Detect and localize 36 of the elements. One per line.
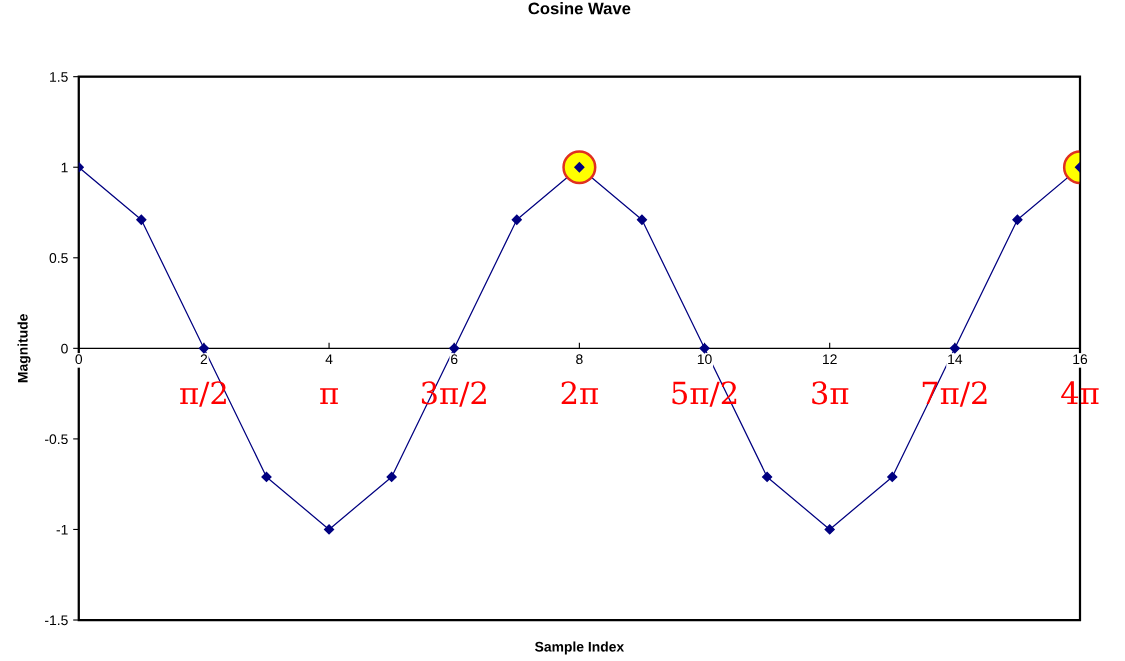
annotation: π: [320, 388, 338, 404]
point: [198, 343, 210, 354]
point: [699, 343, 710, 354]
y-tick-label: 0: [61, 343, 68, 354]
point: [887, 471, 898, 483]
x-tick-label: 8: [576, 354, 583, 365]
y-tick-label: -0.5: [45, 434, 68, 445]
x-tick-label: 4: [325, 354, 333, 364]
point: [636, 214, 648, 225]
x-axis-title: Sample Index: [535, 641, 625, 655]
point: [949, 343, 960, 354]
x-tick-label: 14: [948, 354, 963, 364]
point: [323, 524, 335, 535]
y-tick-label: 1: [61, 162, 68, 173]
x-tick-label: 10: [697, 354, 712, 365]
point: [824, 524, 835, 535]
point: [386, 471, 397, 483]
point: [1012, 214, 1023, 225]
point: [449, 343, 460, 354]
x-tick-label: 0: [75, 354, 83, 365]
x-tick-label: 12: [823, 354, 837, 364]
chart-title: Cosine Wave: [528, 2, 631, 15]
y-tick-label: 0.5: [49, 253, 68, 263]
annotation: π/2: [180, 381, 226, 407]
y-tick-label: 1.5: [50, 72, 68, 82]
point: [761, 471, 773, 483]
point: [511, 214, 522, 225]
y-axis-title: Magnitude: [17, 314, 31, 383]
x-tick-label: 2: [200, 354, 208, 364]
x-tick-label: 6: [451, 354, 458, 365]
y-tick-label: -1.5: [45, 615, 68, 626]
annotation: 3π: [812, 381, 849, 405]
annotation: 2π: [561, 381, 599, 404]
point: [136, 214, 147, 225]
y-tick-label: -1: [56, 524, 68, 535]
x-tick-label: 16: [1073, 354, 1088, 365]
